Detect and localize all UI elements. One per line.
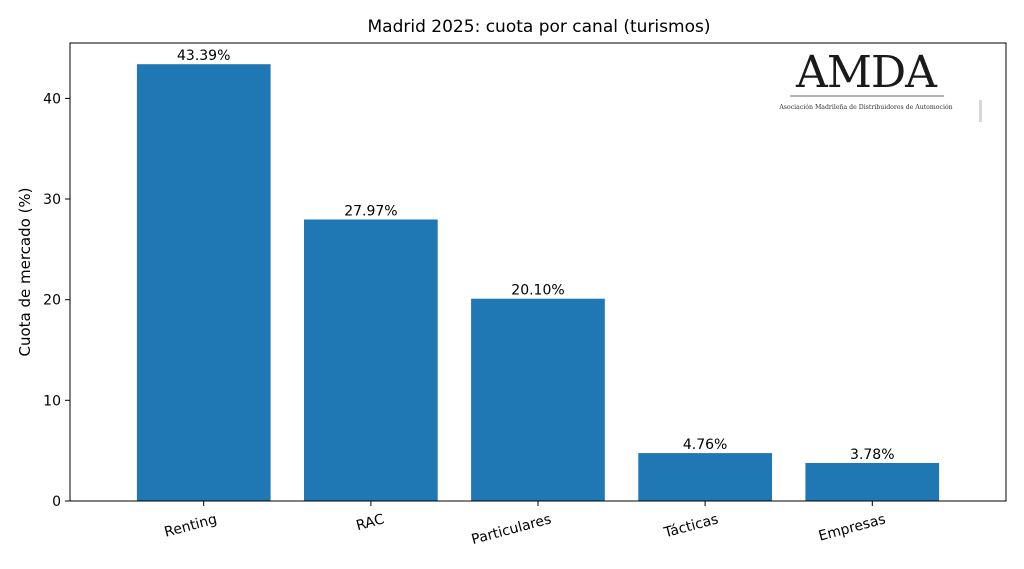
- logo-subtitle: Asociación Madrileña de Distribuidores d…: [778, 104, 952, 111]
- y-tick-label: 0: [52, 494, 61, 510]
- x-tick-label-particulares: Particulares: [470, 511, 553, 548]
- bar-particulares: [471, 298, 605, 501]
- bar-tácticas: [638, 453, 772, 501]
- y-ticks-group: 0 10 20 30 40: [43, 91, 70, 510]
- data-label-empresas: 3.78%: [850, 447, 894, 463]
- chart-title: Madrid 2025: cuota por canal (turismos): [368, 17, 711, 37]
- value-labels-group: 43.39% 27.97% 20.10% 4.76% 3.78%: [177, 48, 895, 463]
- x-tick-label-renting: Renting: [163, 511, 219, 540]
- x-tick-label-rac: RAC: [354, 511, 386, 534]
- plot-frame: [69, 42, 1007, 502]
- y-tick-label: 20: [43, 293, 61, 309]
- logo-mark: [979, 100, 982, 122]
- bar-empresas: [805, 463, 940, 501]
- bar-renting: [136, 64, 271, 501]
- y-tick-label: 40: [43, 91, 61, 107]
- y-tick-label: 10: [43, 393, 61, 409]
- data-label-renting: 43.39%: [177, 48, 230, 64]
- bar-rac: [304, 219, 438, 501]
- y-axis-label: Cuota de mercado (%): [16, 187, 34, 356]
- x-tick-label-tácticas: Tácticas: [661, 511, 720, 541]
- y-tick-label: 30: [43, 192, 61, 208]
- data-label-rac: 27.97%: [344, 204, 397, 220]
- bars-group: [136, 64, 940, 501]
- logo-text: AMDA: [795, 47, 938, 98]
- amda-logo: AMDA Asociación Madrileña de Distribuido…: [778, 47, 982, 122]
- data-label-tácticas: 4.76%: [683, 437, 727, 453]
- x-tick-label-empresas: Empresas: [817, 511, 887, 544]
- x-ticks-group: Renting RAC Particulares Tácticas Empresas: [163, 501, 887, 548]
- data-label-particulares: 20.10%: [511, 283, 564, 299]
